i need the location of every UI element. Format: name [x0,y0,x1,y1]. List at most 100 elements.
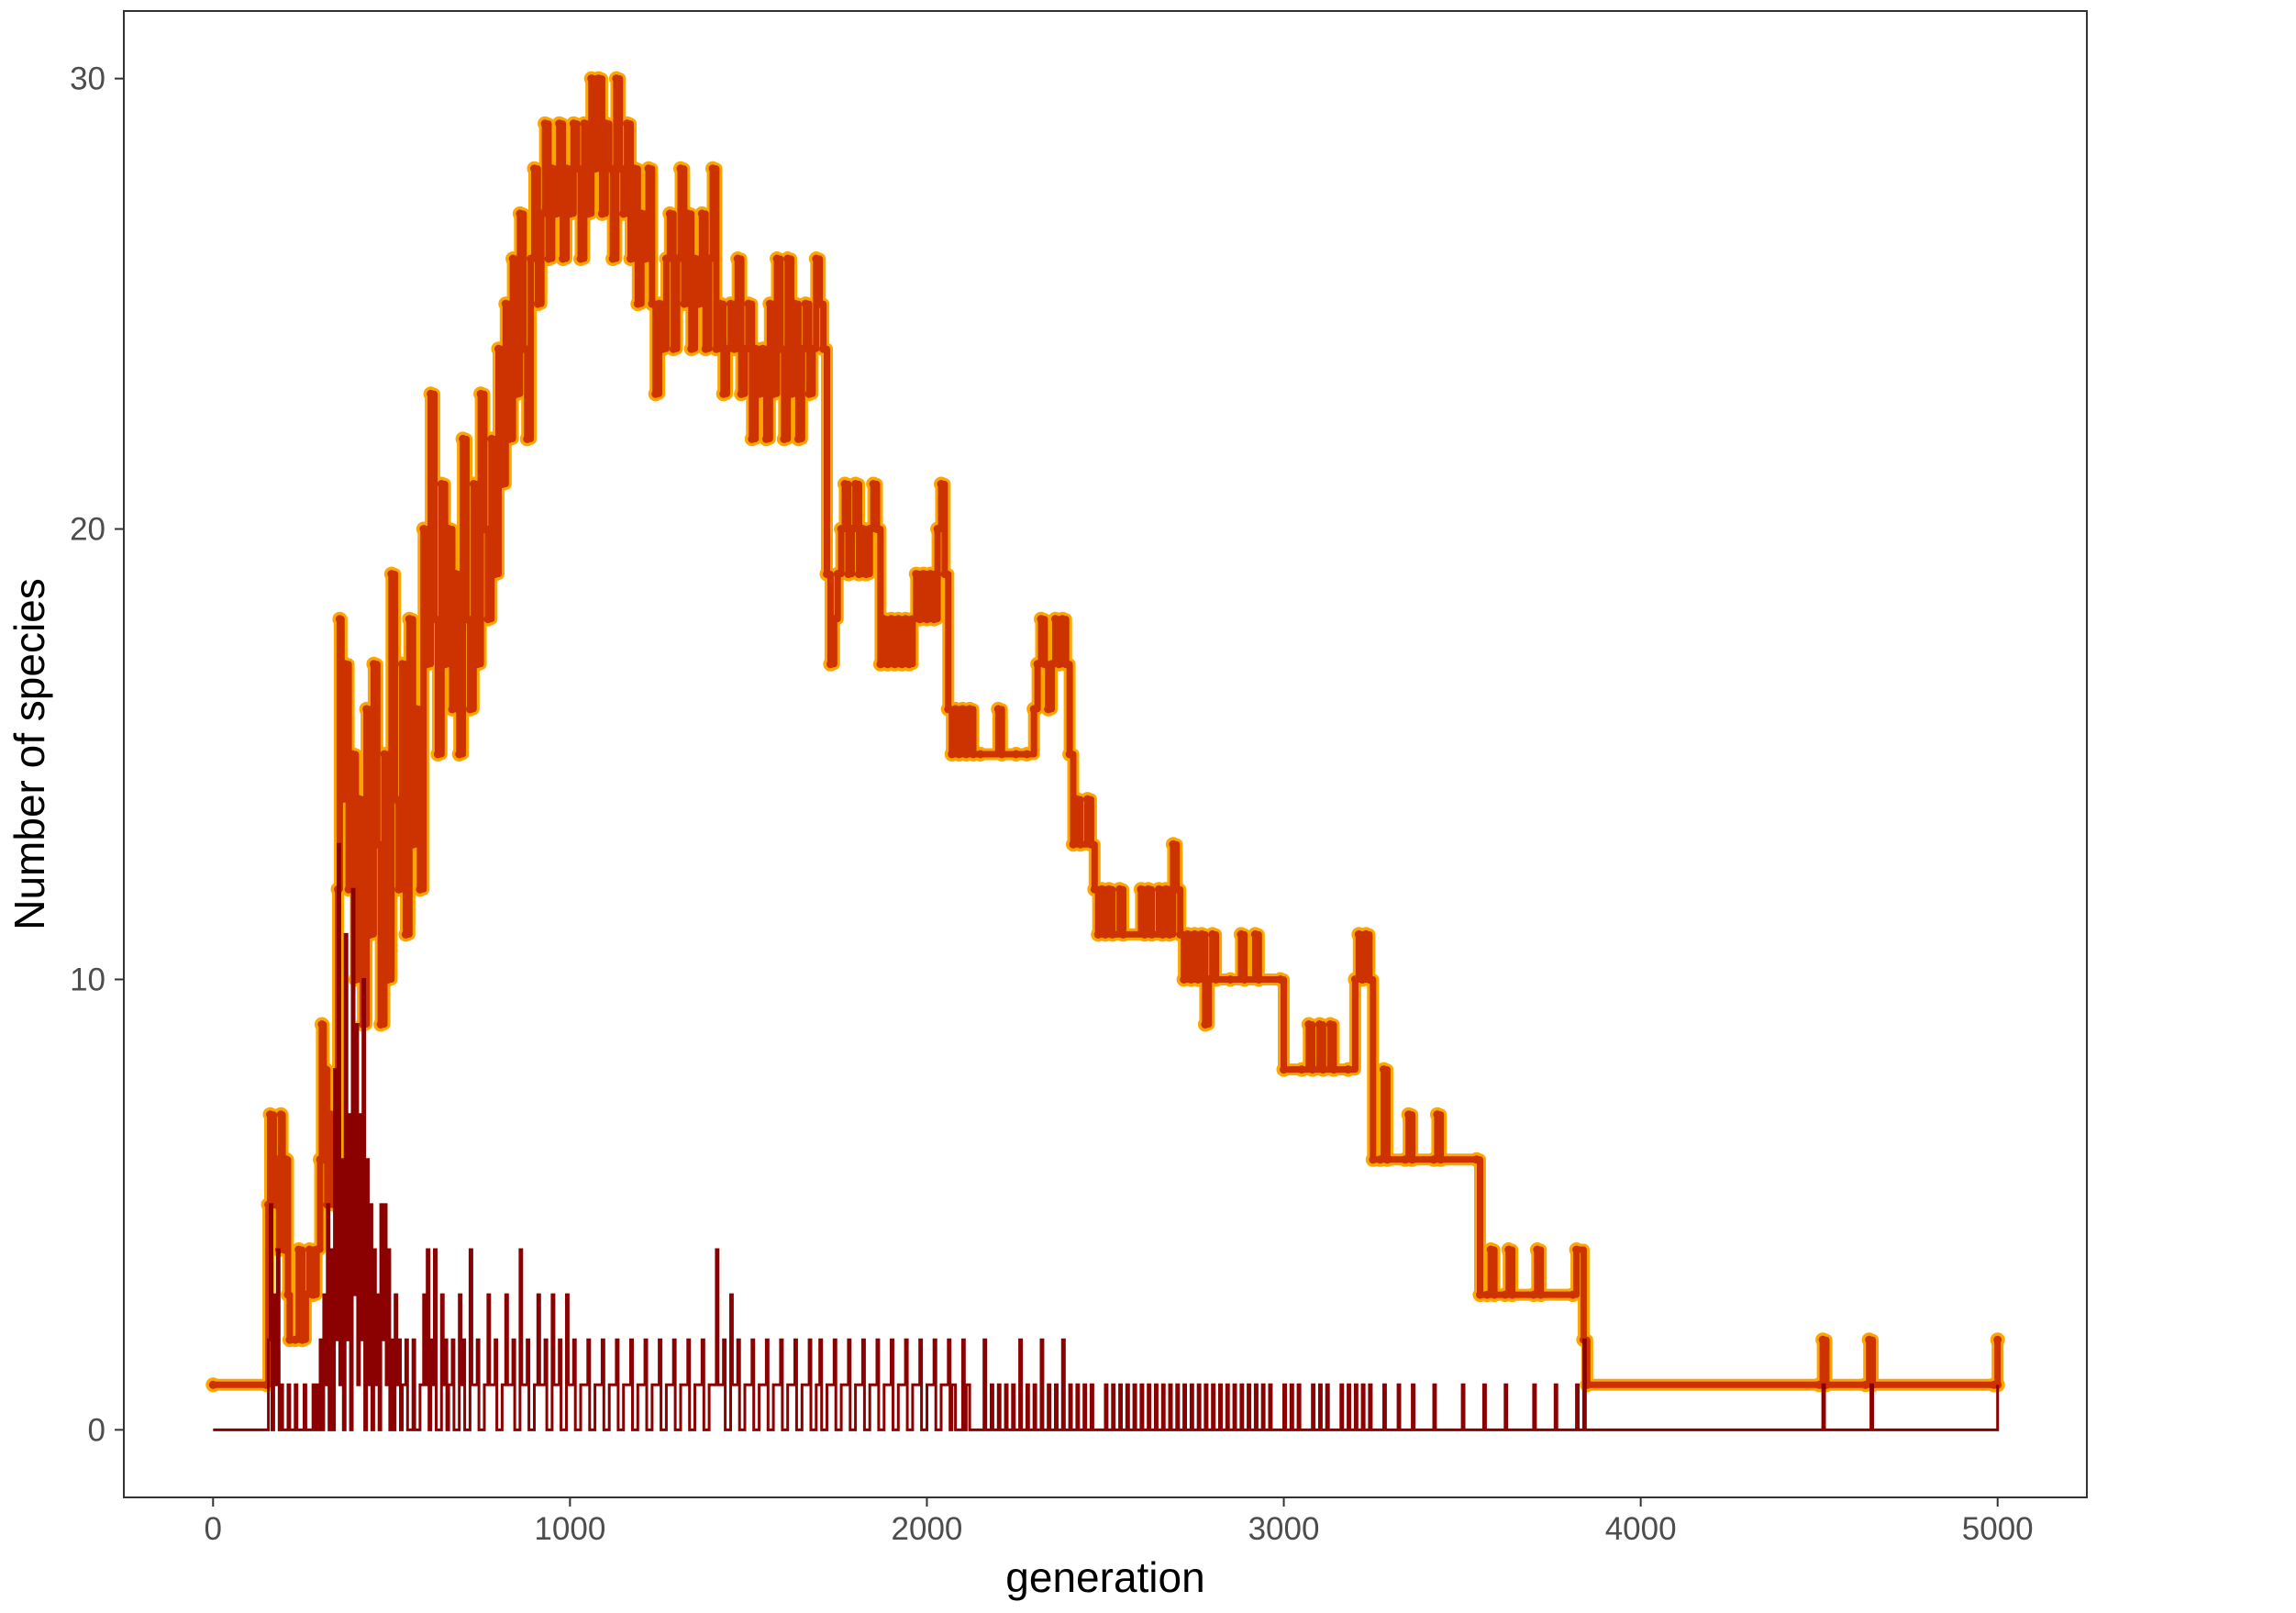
total-point [555,119,564,128]
total-point [1315,1020,1324,1029]
plot-border [123,10,2088,1498]
total-point [704,254,714,263]
total-point [519,344,528,353]
total-point [340,660,349,669]
total-point [1033,660,1042,669]
total-point [1304,1020,1314,1029]
total-point [1572,1245,1581,1254]
total-point [366,929,374,939]
total-point [1358,975,1367,984]
total-point [865,525,874,533]
total-point [401,929,410,939]
total-point [1818,1335,1827,1344]
total-point [897,660,906,669]
total-point [1115,884,1125,894]
total-point [926,570,935,579]
total-point [1212,975,1221,984]
plot-area [205,71,2005,1431]
total-point [1533,1245,1542,1254]
total-point [1318,1065,1327,1074]
total-point [348,750,357,759]
total-point [398,660,406,669]
total-point [1240,975,1249,984]
total-point [783,254,793,263]
total-point [276,1110,285,1119]
total-point [1190,929,1199,939]
total-point [391,795,400,804]
total-point [708,164,717,173]
total-point [362,705,372,714]
total-point [480,525,489,533]
total-point [587,74,596,83]
total-point [1169,840,1178,849]
x-tick-label: 3000 [1248,1511,1320,1547]
total-point [901,615,910,624]
total-point [601,119,610,128]
total-point [787,389,796,398]
total-point [608,254,617,263]
total-point [369,660,378,669]
total-point [851,480,860,488]
total-point [1361,929,1370,939]
total-point [1436,1155,1446,1164]
total-point [387,570,396,579]
total-point [712,344,721,353]
total-point [301,1290,310,1299]
total-point [440,660,449,669]
total-point [335,615,344,624]
total-point [280,1245,289,1254]
total-point [848,525,857,533]
total-point [791,299,799,308]
total-point [833,570,842,579]
total-point [723,344,732,353]
total-point [1814,1380,1824,1389]
total-point [729,344,738,353]
total-point [904,660,914,669]
total-point [623,119,632,128]
total-point [887,615,895,624]
total-point [759,344,767,353]
total-point [1297,1065,1306,1074]
total-point [876,660,885,669]
total-point [1104,884,1114,894]
total-point [855,570,863,579]
total-point [283,1290,293,1299]
total-point [697,209,706,218]
total-point [1276,975,1285,984]
total-point [748,434,757,443]
total-point [1861,1380,1870,1389]
total-point [797,344,806,353]
total-point [1369,1155,1378,1164]
total-point [380,750,389,759]
total-point [1350,975,1359,984]
total-point [1197,929,1206,939]
total-point [497,480,506,488]
y-tick-label: 0 [88,1412,105,1448]
total-point [576,254,585,263]
total-point [969,750,978,759]
total-point [1183,929,1192,939]
total-point [869,480,878,488]
total-point [612,74,621,83]
total-point [769,389,778,398]
total-point [1433,1110,1442,1119]
total-point [551,209,560,218]
series-total [205,71,2005,1393]
total-point [676,164,685,173]
total-point [294,1245,304,1254]
total-point [651,389,660,398]
total-point [1172,884,1181,894]
total-point [961,750,971,759]
total-point [793,434,803,443]
x-axis: 0 1000 2000 3000 4000 5000 [205,1497,2034,1547]
total-point [1144,884,1153,894]
total-point [1482,1290,1492,1299]
total-point [665,209,674,218]
total-point [376,1020,385,1029]
total-point [976,750,985,759]
total-point [633,299,642,308]
total-point [826,660,835,669]
total-point [880,615,889,624]
total-point [951,705,960,714]
